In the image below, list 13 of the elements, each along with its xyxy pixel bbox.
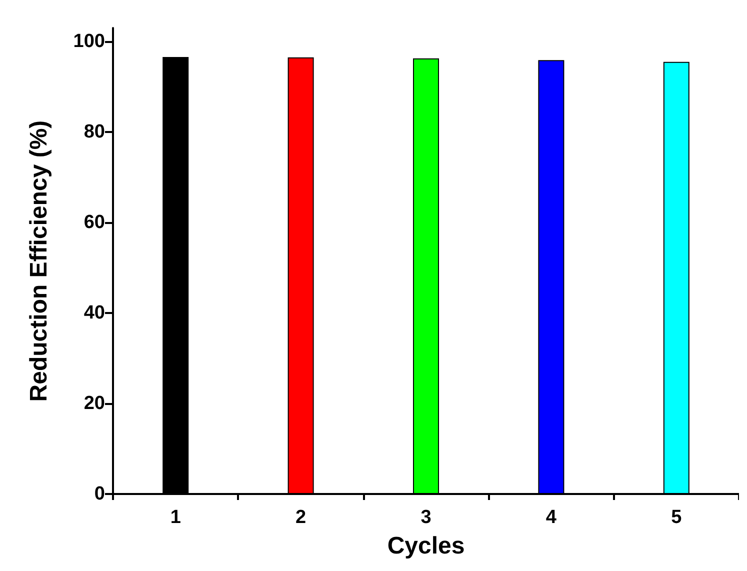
x-tick-label: 1 — [170, 507, 182, 528]
x-tick-label: 4 — [546, 507, 557, 528]
x-axis-title: Cycles — [387, 532, 465, 560]
y-tick-label: 60 — [84, 212, 105, 234]
y-tick-label: 80 — [84, 122, 105, 143]
y-tick-label: 40 — [84, 302, 105, 324]
y-tick-label: 20 — [84, 393, 105, 414]
x-tick-label: 2 — [296, 507, 306, 528]
x-tick-label: 3 — [420, 507, 432, 528]
x-tick-label: 5 — [671, 507, 682, 528]
y-axis-title: Reduction Efficiency (%) — [26, 120, 52, 402]
y-tick-label: 0 — [94, 484, 105, 504]
y-tick-label: 100 — [73, 31, 105, 52]
